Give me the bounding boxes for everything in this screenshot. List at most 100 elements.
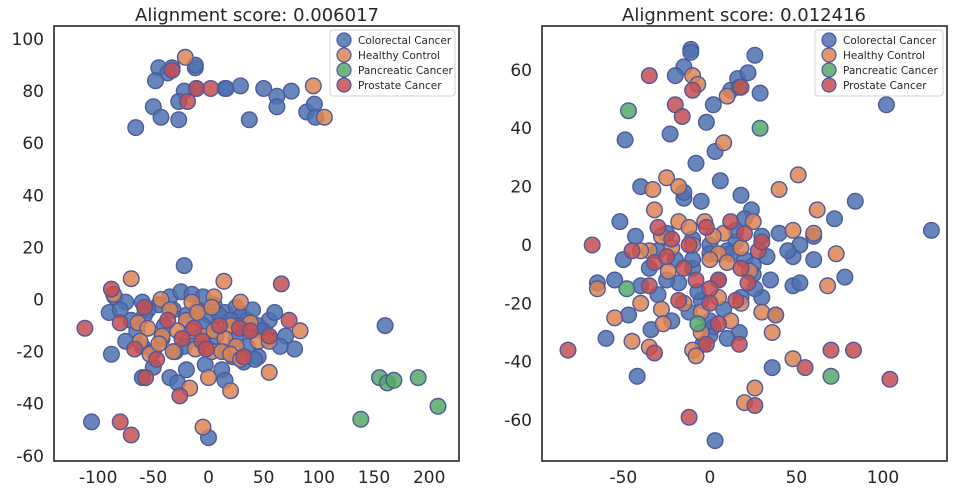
point-colorectal-cancer	[282, 82, 300, 100]
x-tick-label: 50	[786, 468, 808, 488]
legend-label: Pancreatic Cancer	[843, 65, 939, 77]
point-prostate-cancer	[753, 233, 771, 251]
point-prostate-cancer	[135, 298, 153, 316]
point-prostate-cancer	[210, 317, 228, 335]
chart-title: Alignment score: 0.012416	[622, 5, 866, 26]
y-tick-label: -60	[16, 447, 44, 467]
point-prostate-cancer	[623, 242, 641, 260]
x-tick-label: 150	[358, 468, 390, 488]
point-pancreatic-cancer	[620, 102, 638, 120]
point-prostate-cancer	[173, 330, 191, 348]
point-prostate-cancer	[163, 61, 181, 79]
point-healthy-control	[304, 77, 322, 95]
point-prostate-cancer	[845, 341, 863, 359]
point-healthy-control	[588, 280, 606, 298]
legend-marker	[336, 32, 352, 48]
legend-label: Pancreatic Cancer	[358, 65, 454, 77]
point-prostate-cancer	[187, 79, 205, 97]
point-colorectal-cancer	[102, 345, 120, 363]
data-points	[76, 48, 447, 447]
point-healthy-control	[122, 270, 140, 288]
point-prostate-cancer	[122, 426, 140, 444]
point-prostate-cancer	[746, 397, 764, 415]
point-prostate-cancer	[670, 291, 688, 309]
point-healthy-control	[139, 319, 157, 337]
point-prostate-cancer	[684, 81, 702, 99]
legend-label: Colorectal Cancer	[843, 35, 937, 47]
point-prostate-cancer	[658, 248, 676, 266]
point-healthy-control	[623, 332, 641, 350]
point-pancreatic-cancer	[429, 397, 447, 415]
point-healthy-control	[701, 251, 719, 269]
point-colorectal-cancer	[770, 224, 788, 242]
legend-box	[329, 29, 456, 97]
point-colorectal-cancer	[704, 96, 722, 114]
point-prostate-cancer	[675, 259, 693, 277]
point-healthy-control	[632, 294, 650, 312]
point-healthy-control	[767, 306, 785, 324]
point-healthy-control	[203, 298, 221, 316]
point-pancreatic-cancer	[689, 315, 707, 333]
y-tick-label: -20	[504, 294, 532, 314]
legend-marker	[821, 77, 837, 93]
x-tick-label: 200	[413, 468, 445, 488]
point-prostate-cancer	[732, 78, 750, 96]
point-prostate-cancer	[272, 275, 290, 293]
point-prostate-cancer	[710, 315, 728, 333]
point-prostate-cancer	[646, 344, 664, 362]
point-healthy-control	[654, 315, 672, 333]
point-colorectal-cancer	[805, 251, 823, 269]
point-prostate-cancer	[102, 280, 120, 298]
point-colorectal-cancer	[846, 192, 864, 210]
point-prostate-cancer	[197, 340, 215, 358]
point-colorectal-cancer	[266, 304, 284, 322]
point-prostate-cancer	[701, 280, 719, 298]
point-pancreatic-cancer	[352, 410, 370, 428]
point-colorectal-cancer	[687, 154, 705, 172]
point-healthy-control	[188, 304, 206, 322]
point-prostate-cancer	[260, 327, 278, 345]
y-tick-label: -40	[16, 395, 44, 415]
legend-label: Colorectal Cancer	[358, 35, 452, 47]
y-tick-label: 60	[510, 61, 532, 81]
point-colorectal-cancer	[661, 125, 679, 143]
point-colorectal-cancer	[616, 131, 634, 149]
x-tick-label: -50	[139, 468, 167, 488]
axis-ticks: -50 0 50 100 -60 -40 -20 0 20 40 60	[504, 61, 899, 488]
point-healthy-control	[658, 169, 676, 187]
point-colorectal-cancer	[732, 186, 750, 204]
point-colorectal-cancer	[826, 210, 844, 228]
point-prostate-cancer	[727, 291, 745, 309]
point-prostate-cancer	[159, 311, 177, 329]
point-colorectal-cancer	[746, 46, 764, 64]
point-prostate-cancer	[680, 236, 698, 254]
point-healthy-control	[164, 343, 182, 361]
y-tick-label: 0	[33, 291, 44, 311]
point-prostate-cancer	[148, 350, 166, 368]
point-prostate-cancer	[559, 341, 577, 359]
point-healthy-control	[291, 322, 309, 340]
point-healthy-control	[215, 272, 233, 290]
point-healthy-control	[746, 379, 764, 397]
point-colorectal-cancer	[175, 257, 193, 275]
point-healthy-control	[231, 293, 249, 311]
point-healthy-control	[687, 347, 705, 365]
y-tick-label: -20	[16, 343, 44, 363]
point-healthy-control	[753, 303, 771, 321]
point-prostate-cancer	[822, 341, 840, 359]
point-colorectal-cancer	[836, 268, 854, 286]
y-tick-label: 80	[22, 82, 44, 102]
x-tick-label: 100	[303, 468, 335, 488]
point-prostate-cancer	[126, 340, 144, 358]
point-colorectal-cancer	[620, 306, 638, 324]
point-colorectal-cancer	[751, 84, 769, 102]
point-colorectal-cancer	[697, 113, 715, 131]
point-healthy-control	[150, 335, 168, 353]
legend-marker	[336, 47, 352, 63]
point-colorectal-cancer	[240, 111, 258, 129]
point-prostate-cancer	[137, 369, 155, 387]
point-healthy-control	[222, 382, 240, 400]
point-prostate-cancer	[680, 408, 698, 426]
point-colorectal-cancer	[922, 221, 940, 239]
legend-label: Healthy Control	[843, 50, 925, 62]
